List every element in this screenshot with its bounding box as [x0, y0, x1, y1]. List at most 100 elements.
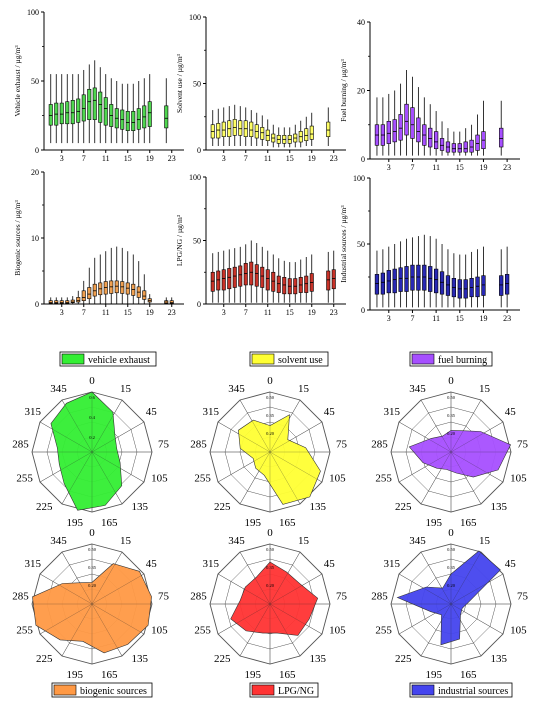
polar-spoke-overlay [91, 551, 123, 605]
angle-label: 315 [383, 406, 400, 418]
box-hour-5 [232, 104, 237, 147]
radial-label: 0.35 [88, 565, 97, 570]
angle-label: 135 [309, 501, 326, 513]
angle-label: 165 [460, 517, 477, 529]
box [282, 277, 287, 295]
box-hour-12 [439, 244, 445, 308]
polar-data-area [408, 430, 512, 478]
box-hour-13 [114, 246, 119, 304]
box-hour-18 [142, 78, 147, 144]
x-tick-label: 19 [308, 308, 316, 317]
polar-spoke-overlay [91, 451, 123, 505]
box [147, 101, 152, 127]
x-tick-label: 3 [60, 154, 64, 163]
polar-spoke-overlay [239, 603, 271, 657]
radial-label: 0.35 [447, 565, 456, 570]
x-tick-label: 19 [308, 154, 316, 163]
polar-spoke-overlay [217, 451, 271, 483]
box-hour-9 [254, 243, 259, 303]
x-tick-label: 19 [479, 314, 487, 323]
box-hour-2 [216, 108, 221, 147]
x-tick-label: 7 [82, 308, 86, 317]
box [433, 131, 439, 150]
box-hour-17 [298, 259, 303, 303]
box [92, 283, 97, 297]
polar-spoke-overlay [39, 603, 93, 635]
radial-label: 0.50 [447, 547, 456, 552]
box [475, 134, 480, 151]
box-hour-14 [282, 260, 287, 303]
box-hour-16 [131, 83, 136, 144]
polar-spoke-overlay [91, 603, 145, 635]
polar-plot-6: 0.50 0.35 0.20 0 15 45 75 105 135 165 195 225 255 285… [371, 527, 528, 681]
box-hour-17 [136, 261, 141, 304]
box-hour-4 [65, 297, 70, 304]
legend-frame [51, 682, 153, 698]
angle-label: 45 [505, 406, 517, 418]
x-tick-label: 3 [222, 308, 226, 317]
angle-label: 285 [12, 590, 29, 602]
box [380, 272, 386, 295]
polar-data-area [230, 561, 319, 636]
angle-label: 105 [510, 473, 527, 485]
y-tick-label: 0 [197, 300, 201, 309]
angle-label: 195 [426, 669, 443, 681]
angle-label: 75 [336, 590, 348, 602]
polar-data-area [50, 391, 123, 511]
radial-label: 0.20 [266, 583, 275, 588]
legend-swatch [251, 353, 275, 365]
box-hour-18 [475, 114, 480, 156]
box [48, 104, 53, 126]
angle-label: 195 [67, 669, 84, 681]
box [131, 111, 136, 131]
box-hour-15 [287, 262, 292, 303]
x-tick-label: 7 [410, 163, 414, 172]
angle-label: 255 [16, 473, 33, 485]
angle-label: 75 [517, 590, 529, 602]
box-hour-6 [238, 246, 243, 303]
x-tick-label: 19 [146, 154, 154, 163]
polar-spoke-overlay [398, 603, 452, 635]
box-hour-13 [276, 258, 281, 303]
box [265, 269, 270, 291]
box-hour-1 [374, 97, 380, 156]
box [457, 143, 462, 153]
box [499, 127, 504, 148]
box [331, 269, 336, 290]
box-hour-5 [70, 74, 75, 144]
box-hour-10 [260, 246, 265, 303]
box-plot-1: 0 50 100 3 7 11 15 19 23 Vehicle exhaust / µg/m³ [13, 8, 184, 163]
angle-label: 225 [36, 501, 53, 513]
box-hour-14 [120, 83, 125, 144]
box [227, 268, 232, 290]
x-tick-label: 11 [102, 308, 110, 317]
legend-label: biogenic sources [80, 686, 147, 697]
box [260, 127, 265, 140]
box-hour-22 [499, 249, 504, 308]
box [136, 108, 141, 130]
polar-spoke-overlay [91, 399, 123, 453]
box-hour-3 [221, 107, 226, 147]
angle-label: 105 [329, 473, 346, 485]
box-hour-4 [227, 106, 232, 147]
box-hour-18 [475, 249, 480, 308]
box-hour-12 [271, 124, 276, 148]
angle-label: 225 [395, 501, 412, 513]
box [70, 100, 75, 125]
angle-label: 345 [50, 535, 67, 547]
polar-spoke-overlay [217, 603, 271, 635]
box [164, 105, 169, 129]
polar-spoke-overlay [269, 573, 323, 605]
box [210, 271, 215, 292]
polar-spoke-overlay [450, 451, 482, 505]
box [428, 127, 433, 148]
box-hour-12 [271, 254, 276, 303]
polar-spoke-overlay [450, 399, 482, 453]
polar-spoke-overlay [91, 421, 145, 453]
y-tick-label: 50 [193, 237, 201, 246]
legend-2: solvent use [249, 351, 329, 367]
box [386, 121, 391, 144]
box [416, 117, 421, 143]
box-hour-13 [445, 249, 451, 308]
box-hour-2 [54, 74, 59, 144]
